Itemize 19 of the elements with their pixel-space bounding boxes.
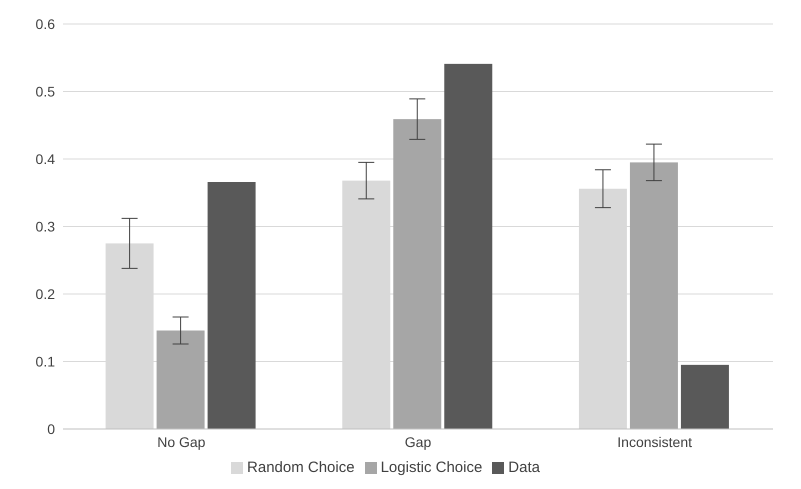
y-tick-label: 0 [47,420,56,437]
bar [680,364,729,429]
legend-label: Logistic Choice [380,459,482,476]
x-tick-label: Inconsistent [617,434,692,450]
bar [208,182,256,429]
y-tick-label: 0.6 [36,16,56,32]
y-tick-label: 0.2 [36,286,56,302]
legend-label: Random Choice [247,459,355,476]
y-tick-label: 0.1 [36,353,56,370]
bar [393,119,442,429]
legend-label: Data [508,459,540,476]
y-tick-label: 0.5 [36,83,56,100]
bar [444,64,492,429]
x-tick-label: Gap [404,434,432,450]
bar [630,162,678,429]
bar [156,330,205,429]
y-tick-label: 0.3 [36,218,56,234]
x-tick-label: No Gap [157,434,206,450]
y-tick-label: 0.4 [36,150,56,167]
